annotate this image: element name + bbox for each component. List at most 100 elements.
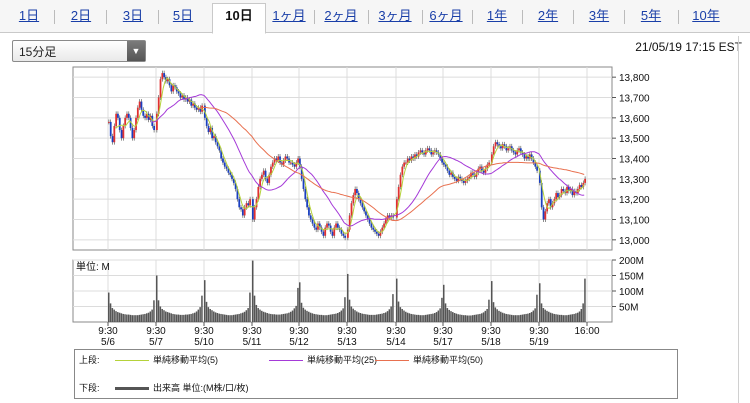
candle-down bbox=[227, 168, 230, 173]
volume-bar bbox=[190, 313, 192, 322]
price-tick-label: 13,200 bbox=[619, 195, 650, 206]
timestamp: 21/05/19 17:15 EST bbox=[635, 40, 742, 54]
candle-down bbox=[540, 182, 543, 208]
tab-range-4[interactable]: 5日 bbox=[172, 8, 194, 23]
candle-down bbox=[153, 125, 155, 131]
legend-swatch-volume bbox=[115, 387, 149, 391]
candle-down bbox=[336, 223, 339, 228]
candle-down bbox=[109, 121, 112, 137]
volume-bar bbox=[544, 309, 546, 322]
volume-bar bbox=[315, 314, 317, 322]
volume-bar bbox=[115, 311, 117, 322]
tab-range-7[interactable]: 2ヶ月 bbox=[324, 8, 358, 23]
candle-up bbox=[477, 168, 480, 173]
volume-bar bbox=[571, 314, 574, 322]
tab-range-5[interactable]: 10日 bbox=[212, 3, 266, 34]
candle-down bbox=[300, 166, 303, 179]
volume-bar bbox=[359, 313, 362, 322]
tab-range-13[interactable]: 5年 bbox=[640, 8, 662, 23]
candle-up bbox=[271, 162, 274, 167]
volume-bar bbox=[549, 312, 552, 322]
volume-bar bbox=[457, 314, 459, 322]
candle-down bbox=[142, 109, 145, 116]
x-date-label: 5/17 bbox=[433, 337, 453, 348]
volume-bar bbox=[482, 312, 485, 322]
candle-up bbox=[335, 223, 337, 228]
volume-bar bbox=[510, 314, 513, 322]
candle-up bbox=[181, 95, 184, 98]
candle-down bbox=[313, 223, 316, 228]
volume-bar bbox=[562, 315, 564, 322]
volume-bar bbox=[229, 315, 231, 322]
candle-down bbox=[231, 174, 233, 179]
tab-range-14[interactable]: 10年 bbox=[692, 8, 720, 23]
interval-select[interactable]: 15分足 ▼ bbox=[12, 40, 146, 62]
candle-down bbox=[462, 180, 465, 183]
tab-range-11[interactable]: 2年 bbox=[537, 8, 559, 23]
volume-bar bbox=[464, 315, 467, 322]
candle-down bbox=[361, 203, 364, 208]
candle-down bbox=[240, 207, 242, 210]
volume-bar bbox=[415, 314, 418, 322]
candle-down bbox=[236, 189, 239, 200]
candle-down bbox=[536, 166, 538, 171]
volume-bar bbox=[223, 314, 226, 322]
volume-bar bbox=[365, 314, 367, 322]
tab-range-1[interactable]: 1日 bbox=[18, 8, 40, 23]
tab-range-12[interactable]: 3年 bbox=[588, 8, 610, 23]
candle-down bbox=[365, 211, 367, 216]
candle-down bbox=[183, 95, 185, 100]
candle-down bbox=[304, 189, 307, 200]
candle-down bbox=[415, 154, 418, 157]
candle-down bbox=[302, 178, 305, 189]
candle-down bbox=[117, 113, 119, 118]
tab-range-10[interactable]: 1年 bbox=[486, 8, 508, 23]
tab-range-9[interactable]: 6ヶ月 bbox=[429, 8, 463, 23]
candle-up bbox=[138, 101, 141, 108]
volume-bar bbox=[280, 314, 283, 322]
candle-down bbox=[129, 117, 132, 128]
candle-up bbox=[257, 186, 260, 200]
volume-bar bbox=[232, 314, 235, 322]
tab-range-6[interactable]: 1ヶ月 bbox=[272, 8, 306, 23]
volume-bar bbox=[188, 314, 191, 322]
volume-bar bbox=[184, 314, 187, 322]
candle-down bbox=[359, 199, 362, 204]
volume-bar bbox=[514, 315, 516, 322]
candle-up bbox=[347, 229, 349, 238]
candle-up bbox=[566, 186, 568, 194]
volume-bar bbox=[348, 299, 351, 322]
candle-up bbox=[354, 189, 357, 196]
candle-down bbox=[293, 164, 296, 167]
volume-bar bbox=[179, 314, 181, 322]
volume-bar bbox=[333, 313, 335, 322]
volume-bar bbox=[363, 313, 365, 322]
volume-bar bbox=[331, 314, 334, 322]
tab-separator bbox=[678, 10, 679, 24]
candle-down bbox=[232, 178, 235, 183]
volume-bar bbox=[525, 313, 527, 322]
candle-up bbox=[507, 148, 510, 151]
candle-up bbox=[383, 223, 385, 228]
volume-bar bbox=[275, 314, 277, 322]
tab-range-3[interactable]: 3日 bbox=[122, 8, 144, 23]
candle-down bbox=[498, 144, 501, 147]
volume-bar bbox=[356, 311, 358, 322]
volume-bar bbox=[264, 312, 267, 322]
tab-range-8[interactable]: 3ヶ月 bbox=[378, 8, 412, 23]
tab-range-2[interactable]: 2日 bbox=[70, 8, 92, 23]
volume-bar bbox=[255, 304, 258, 322]
candle-up bbox=[424, 150, 427, 155]
candle-down bbox=[211, 128, 214, 139]
candle-up bbox=[492, 146, 495, 155]
candle-down bbox=[195, 107, 198, 110]
candle-up bbox=[560, 189, 563, 196]
volume-bar bbox=[136, 315, 139, 322]
candle-up bbox=[273, 158, 276, 163]
candle-down bbox=[571, 189, 574, 196]
candle-up bbox=[133, 130, 136, 139]
candle-down bbox=[514, 152, 517, 155]
candle-up bbox=[166, 79, 169, 82]
volume-bar bbox=[542, 308, 545, 322]
